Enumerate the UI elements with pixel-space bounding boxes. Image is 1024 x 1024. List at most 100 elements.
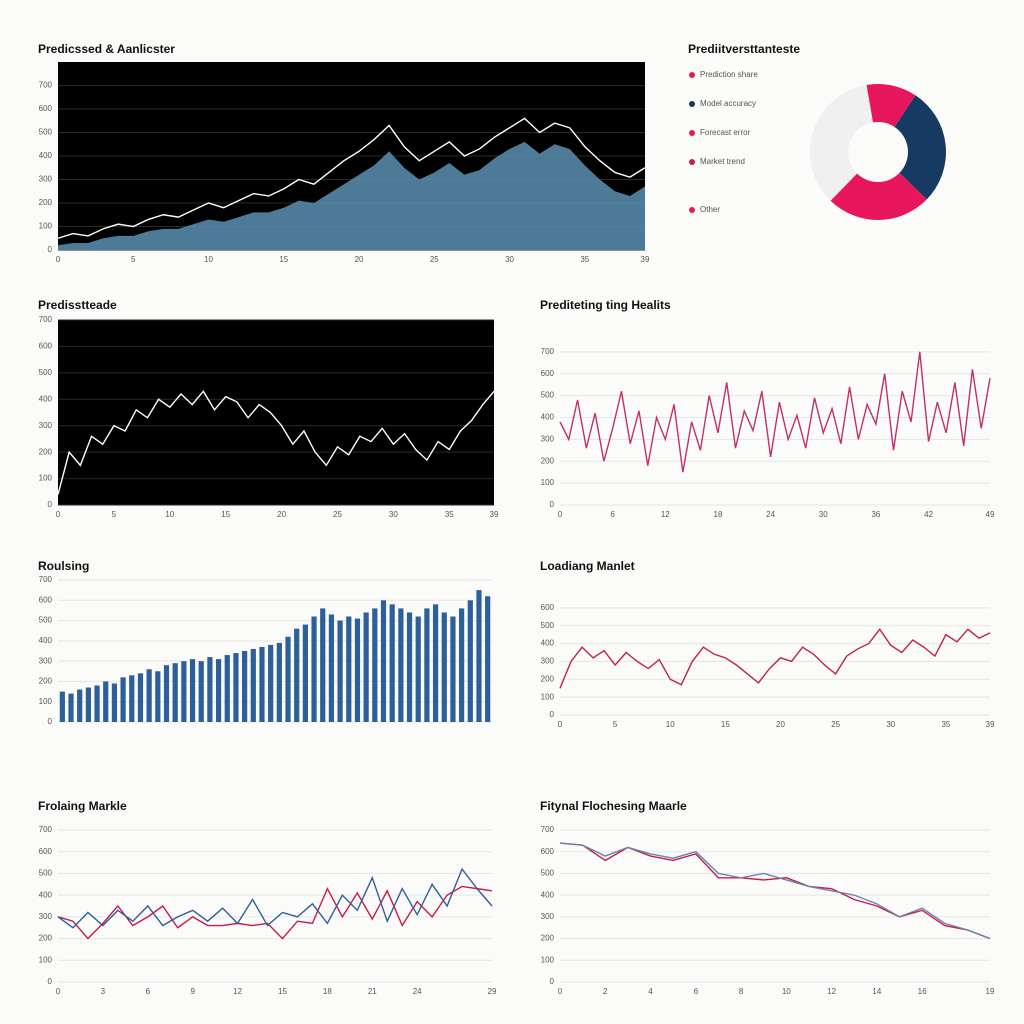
- y-tick-label: 200: [39, 198, 53, 207]
- x-tick-label: 12: [661, 510, 670, 519]
- y-tick-label: 700: [541, 347, 555, 356]
- chart-title: Predicssed & Aanlicster: [38, 42, 175, 56]
- legend-swatch: [689, 101, 695, 107]
- bar: [476, 590, 482, 722]
- bar: [163, 665, 170, 722]
- y-tick-label: 300: [541, 434, 555, 443]
- plot-background: [58, 320, 494, 505]
- y-tick-label: 400: [39, 151, 53, 160]
- x-tick-label: 35: [445, 510, 454, 519]
- legend-swatch: [689, 207, 695, 213]
- legend-label: Prediction share: [700, 70, 758, 79]
- x-tick-label: 25: [430, 255, 439, 264]
- y-tick-label: 600: [39, 342, 53, 351]
- y-tick-label: 200: [541, 934, 555, 943]
- y-tick-label: 300: [39, 175, 53, 184]
- line: [57, 390, 495, 495]
- bar: [450, 616, 456, 722]
- y-tick-label: 100: [39, 955, 53, 964]
- bar: [242, 651, 248, 722]
- x-tick-label: 24: [766, 510, 775, 519]
- x-tick-label: 8: [739, 987, 744, 996]
- x-tick-label: 6: [610, 510, 615, 519]
- x-tick-label: 6: [146, 987, 151, 996]
- y-tick-label: 500: [541, 621, 555, 630]
- bar: [198, 661, 204, 722]
- x-tick-label: 24: [413, 987, 422, 996]
- bar: [181, 661, 187, 722]
- bar: [259, 646, 265, 722]
- bar: [215, 659, 222, 722]
- bar: [276, 642, 282, 722]
- x-tick-label: 15: [278, 987, 287, 996]
- x-tick-label: 18: [714, 510, 723, 519]
- y-tick-label: 300: [541, 912, 555, 921]
- x-tick-label: 19: [986, 987, 995, 996]
- x-tick-label: 25: [831, 720, 840, 729]
- bar: [294, 628, 300, 722]
- line: [559, 842, 991, 940]
- y-tick-label: 700: [39, 825, 53, 834]
- y-tick-label: 100: [541, 955, 555, 964]
- bar: [250, 648, 256, 722]
- x-tick-label: 20: [277, 510, 286, 519]
- line: [559, 842, 991, 940]
- legend-swatch: [689, 130, 695, 136]
- y-tick-label: 400: [39, 636, 53, 645]
- x-tick-label: 3: [101, 987, 106, 996]
- bar: [59, 691, 65, 722]
- x-tick-label: 5: [131, 255, 136, 264]
- x-tick-label: 15: [721, 720, 730, 729]
- bar: [137, 673, 144, 722]
- bar: [459, 608, 465, 722]
- y-tick-label: 500: [39, 128, 53, 137]
- bar: [207, 657, 213, 722]
- y-tick-label: 600: [39, 595, 53, 604]
- y-tick-label: 600: [39, 104, 53, 113]
- line: [57, 885, 493, 940]
- bar: [77, 689, 83, 722]
- x-tick-label: 18: [323, 987, 332, 996]
- y-tick-label: 600: [541, 603, 555, 612]
- bar: [268, 644, 274, 722]
- bar: [94, 685, 100, 722]
- y-tick-label: 200: [39, 447, 53, 456]
- x-tick-label: 20: [776, 720, 785, 729]
- bar: [320, 608, 326, 722]
- legend-label: Other: [700, 205, 720, 214]
- y-tick-label: 100: [39, 697, 53, 706]
- x-tick-label: 30: [505, 255, 514, 264]
- x-tick-label: 0: [558, 510, 563, 519]
- x-tick-label: 29: [488, 987, 497, 996]
- legend-label: Forecast error: [700, 128, 751, 137]
- y-tick-label: 400: [541, 890, 555, 899]
- x-tick-label: 10: [204, 255, 213, 264]
- legend-label: Model accuracy: [700, 99, 756, 108]
- line: [57, 117, 646, 239]
- x-tick-label: 5: [112, 510, 117, 519]
- x-tick-label: 15: [221, 510, 230, 519]
- x-tick-label: 10: [165, 510, 174, 519]
- bar: [129, 675, 135, 722]
- y-tick-label: 100: [39, 474, 53, 483]
- donut-slice: [866, 84, 916, 127]
- bar: [224, 655, 230, 722]
- x-tick-label: 0: [56, 255, 61, 264]
- legend-swatch: [689, 159, 695, 165]
- y-tick-label: 100: [39, 222, 53, 231]
- bar: [380, 600, 387, 722]
- y-tick-label: 500: [39, 869, 53, 878]
- x-tick-label: 12: [233, 987, 242, 996]
- x-tick-label: 16: [918, 987, 927, 996]
- bar: [372, 608, 378, 722]
- chart-title: Prediteting ting Healits: [540, 298, 671, 312]
- chart-title: Predisstteade: [38, 298, 117, 312]
- y-tick-label: 400: [541, 413, 555, 422]
- x-tick-label: 0: [56, 510, 61, 519]
- x-tick-label: 39: [986, 720, 995, 729]
- x-tick-label: 0: [558, 720, 563, 729]
- donut-slice: [830, 172, 927, 221]
- legend-swatch: [689, 72, 695, 78]
- bar: [406, 612, 413, 722]
